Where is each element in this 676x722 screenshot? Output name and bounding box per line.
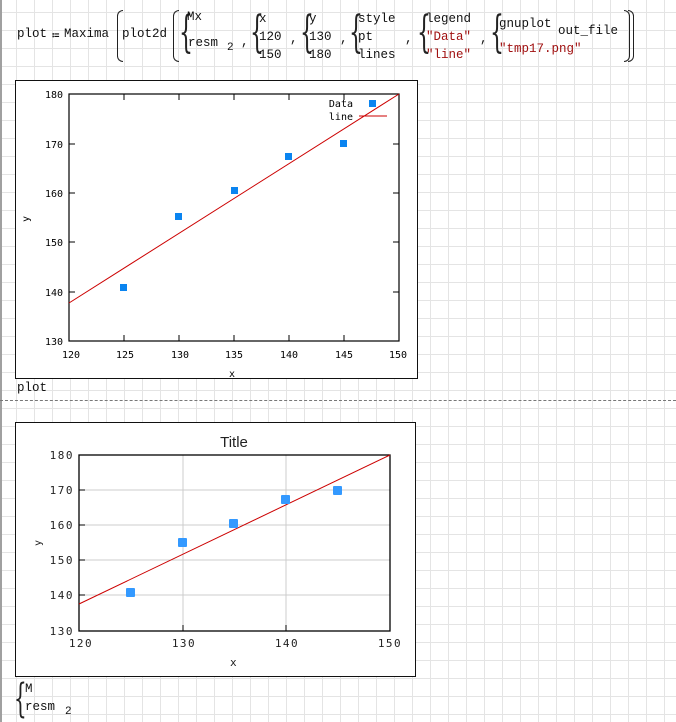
arg6-row1-subscript: out_file <box>558 24 619 38</box>
plot1-xtick: 140 <box>280 350 298 361</box>
plot2-title: Title <box>220 434 248 451</box>
result-row2-subscript: 2 <box>65 706 72 718</box>
brace-icon: { <box>349 7 363 58</box>
arg2-row1: x <box>259 12 267 26</box>
arg1-row2-subscript: 2 <box>227 42 234 54</box>
arg2-row2: 120 <box>259 30 282 44</box>
plot1-xtick: 125 <box>116 350 134 361</box>
comma: , <box>405 32 413 46</box>
brace-icon: { <box>14 676 27 722</box>
plot2-axes-box <box>78 454 391 632</box>
arg3-row2: 130 <box>309 30 332 44</box>
plot2-ytick: 130 <box>50 625 74 638</box>
plot2-xtick: 150 <box>378 637 402 650</box>
arg1-row2: resm <box>188 36 219 50</box>
plot2-xtick: 120 <box>69 637 93 650</box>
plot1-ytick: 160 <box>45 189 63 200</box>
worksheet-left-margin <box>0 0 2 722</box>
plot2-fit-line <box>78 454 391 605</box>
comma: , <box>340 32 348 46</box>
plot1-xtick: 135 <box>225 350 243 361</box>
arg4-row1: style <box>358 12 396 26</box>
region-separator <box>0 400 676 401</box>
plot1-ytick: 150 <box>45 238 63 249</box>
arg3-row1: y <box>309 12 317 26</box>
plot2-data-points <box>126 486 342 597</box>
plot1-legend-data-label: Data <box>329 99 353 110</box>
plot2-xtick: 140 <box>275 637 299 650</box>
arg6-row1: gnuplot <box>499 17 552 31</box>
plot2-ytick: 180 <box>50 449 74 462</box>
plot1-xlabel: x <box>229 369 235 378</box>
plot1-data-points <box>120 140 347 291</box>
arg1-row1: Mx <box>187 10 203 24</box>
plot2-ytick: 160 <box>50 519 74 532</box>
plot2-gridlines <box>79 455 390 631</box>
plot2d-function-name: plot2d <box>122 27 168 41</box>
plot1-xtick: 145 <box>335 350 353 361</box>
plot2-ytick: 140 <box>50 589 74 602</box>
native-xy-plot[interactable]: Title 180 170 160 150 140 130 <box>15 422 416 677</box>
assign-operator: ≔ <box>52 29 60 43</box>
arg6-row2: "tmp17.png" <box>499 42 582 56</box>
plot2-ylabel: y <box>33 540 44 546</box>
plot2-svg: Title 180 170 160 150 140 130 <box>33 434 402 669</box>
brace-icon: { <box>300 7 314 58</box>
gnuplot-image-plot[interactable]: 180 170 160 150 140 130 120 125 130 135 … <box>15 80 418 379</box>
arg2-row3: 150 <box>259 48 282 62</box>
plot1-legend-line-label: line <box>329 112 353 123</box>
arg5-row2: "Data" <box>426 30 472 44</box>
outer-right-paren <box>628 10 634 62</box>
arg5-row1: legend <box>426 12 472 26</box>
brace-icon: { <box>250 7 264 58</box>
plot2-xlabel: x <box>230 656 238 669</box>
expr-lhs: plot <box>17 27 48 41</box>
outer-left-paren <box>117 10 123 62</box>
comma: , <box>241 35 249 49</box>
inner-left-paren <box>173 10 179 62</box>
plot2-ytick: 150 <box>50 554 74 567</box>
plot2-ytick: 170 <box>50 484 74 497</box>
result-row1: M <box>25 682 33 696</box>
brace-icon: { <box>490 7 504 58</box>
result-row2: resm <box>25 700 56 714</box>
plot1-xtick: 150 <box>389 350 407 361</box>
plot1-axes-box <box>68 93 400 342</box>
plot-variable-label: plot <box>17 381 48 395</box>
comma: , <box>480 32 488 46</box>
arg5-row3: "line" <box>426 48 472 62</box>
maxima-function-name: Maxima <box>64 27 110 41</box>
arg4-row3: lines <box>358 48 396 62</box>
brace-icon: { <box>417 7 431 58</box>
plot2-xtick: 130 <box>172 637 196 650</box>
plot1-ytick: 140 <box>45 288 63 299</box>
plot1-xtick: 120 <box>62 350 80 361</box>
arg3-row3: 180 <box>309 48 332 62</box>
plot1-ylabel: y <box>21 216 32 222</box>
plot1-svg: 180 170 160 150 140 130 120 125 130 135 … <box>21 90 407 378</box>
plot1-ytick: 130 <box>45 337 63 348</box>
brace-icon: { <box>179 7 193 58</box>
plot1-ytick: 170 <box>45 140 63 151</box>
comma: , <box>290 32 298 46</box>
plot1-fit-line <box>68 93 400 304</box>
arg4-row2: pt <box>358 30 374 44</box>
plot1-xtick: 130 <box>171 350 189 361</box>
plot1-legend-marker <box>369 100 376 107</box>
plot1-ytick: 180 <box>45 90 63 101</box>
